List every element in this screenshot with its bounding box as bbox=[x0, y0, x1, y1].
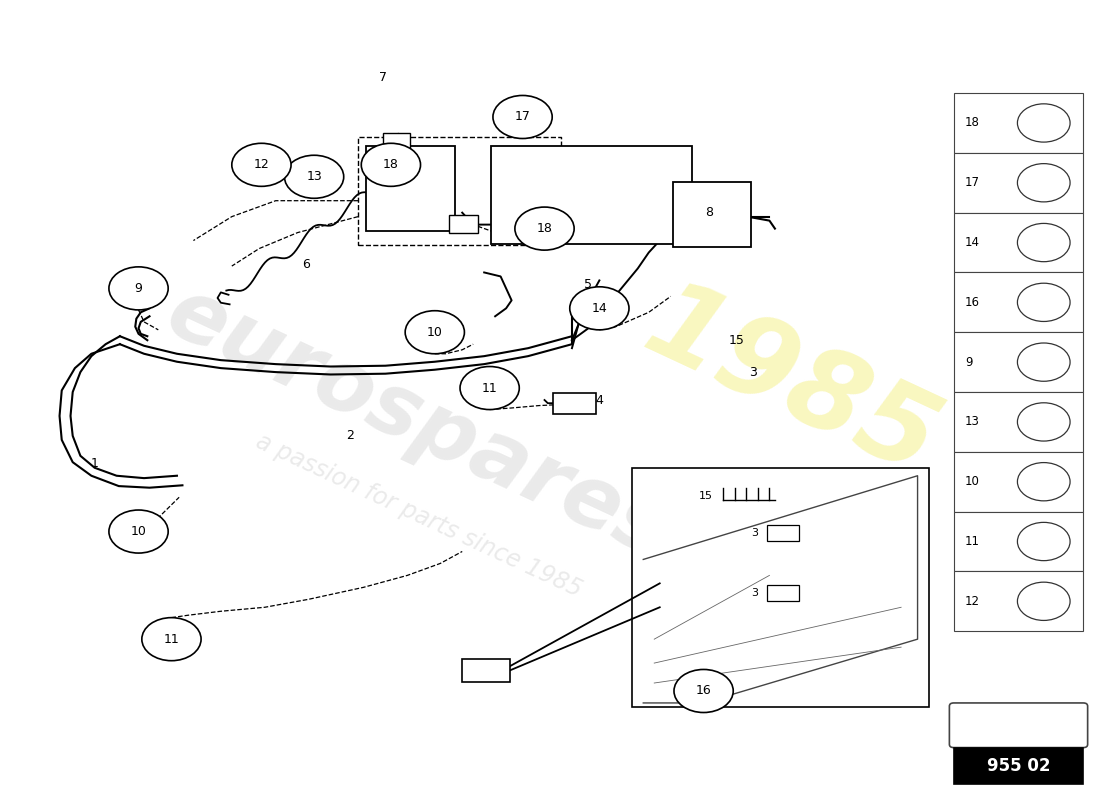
Text: 3: 3 bbox=[751, 588, 759, 598]
Text: 5: 5 bbox=[584, 278, 593, 291]
Text: 1: 1 bbox=[90, 458, 99, 470]
Text: 18: 18 bbox=[383, 158, 399, 171]
Circle shape bbox=[285, 155, 343, 198]
FancyBboxPatch shape bbox=[365, 146, 454, 231]
Text: 15: 15 bbox=[728, 334, 745, 346]
Bar bbox=[954, 571, 1084, 631]
Circle shape bbox=[570, 286, 629, 330]
Bar bbox=[954, 93, 1084, 153]
Text: 4: 4 bbox=[595, 394, 603, 406]
Bar bbox=[954, 273, 1084, 332]
Text: 18: 18 bbox=[537, 222, 552, 235]
FancyBboxPatch shape bbox=[491, 146, 692, 244]
Bar bbox=[632, 468, 928, 707]
Text: 9: 9 bbox=[134, 282, 143, 295]
Text: 15: 15 bbox=[698, 490, 713, 501]
Text: 12: 12 bbox=[254, 158, 270, 171]
FancyBboxPatch shape bbox=[673, 182, 751, 247]
Circle shape bbox=[405, 310, 464, 354]
FancyBboxPatch shape bbox=[462, 659, 510, 682]
Circle shape bbox=[232, 143, 292, 186]
Text: 3: 3 bbox=[751, 528, 759, 538]
Text: 12: 12 bbox=[965, 594, 980, 608]
FancyBboxPatch shape bbox=[767, 525, 799, 541]
Text: 13: 13 bbox=[965, 415, 980, 429]
Bar bbox=[954, 153, 1084, 213]
Circle shape bbox=[361, 143, 420, 186]
Text: 11: 11 bbox=[164, 633, 179, 646]
FancyBboxPatch shape bbox=[449, 215, 477, 233]
Text: 3: 3 bbox=[749, 366, 757, 378]
Text: eurospares: eurospares bbox=[154, 271, 683, 577]
Circle shape bbox=[109, 267, 168, 310]
Circle shape bbox=[515, 207, 574, 250]
Text: 6: 6 bbox=[302, 258, 310, 271]
Circle shape bbox=[460, 366, 519, 410]
Text: 955 02: 955 02 bbox=[987, 757, 1050, 775]
Circle shape bbox=[109, 510, 168, 553]
FancyBboxPatch shape bbox=[767, 585, 799, 601]
Bar bbox=[954, 452, 1084, 512]
Text: 13: 13 bbox=[306, 170, 322, 183]
Bar bbox=[954, 392, 1084, 452]
Text: 8: 8 bbox=[705, 206, 713, 219]
Text: 17: 17 bbox=[515, 110, 530, 123]
Text: 18: 18 bbox=[965, 117, 980, 130]
Text: 10: 10 bbox=[131, 525, 146, 538]
Bar bbox=[954, 512, 1084, 571]
Text: 9: 9 bbox=[965, 356, 972, 369]
Text: a passion for parts since 1985: a passion for parts since 1985 bbox=[252, 430, 585, 602]
Text: 11: 11 bbox=[965, 535, 980, 548]
Text: 7: 7 bbox=[379, 70, 387, 84]
FancyBboxPatch shape bbox=[949, 703, 1088, 747]
Text: 16: 16 bbox=[965, 296, 980, 309]
Text: 1985: 1985 bbox=[628, 270, 955, 498]
Bar bbox=[954, 213, 1084, 273]
Circle shape bbox=[674, 670, 734, 713]
Text: 17: 17 bbox=[965, 176, 980, 190]
Text: 16: 16 bbox=[695, 685, 712, 698]
Text: 10: 10 bbox=[427, 326, 442, 338]
Circle shape bbox=[493, 95, 552, 138]
Bar bbox=[954, 747, 1084, 784]
Text: 14: 14 bbox=[592, 302, 607, 315]
Text: 10: 10 bbox=[965, 475, 980, 488]
FancyBboxPatch shape bbox=[383, 133, 409, 150]
Bar bbox=[954, 332, 1084, 392]
FancyBboxPatch shape bbox=[553, 393, 596, 414]
Text: 2: 2 bbox=[346, 430, 354, 442]
Circle shape bbox=[142, 618, 201, 661]
Text: 11: 11 bbox=[482, 382, 497, 394]
Text: 14: 14 bbox=[965, 236, 980, 249]
